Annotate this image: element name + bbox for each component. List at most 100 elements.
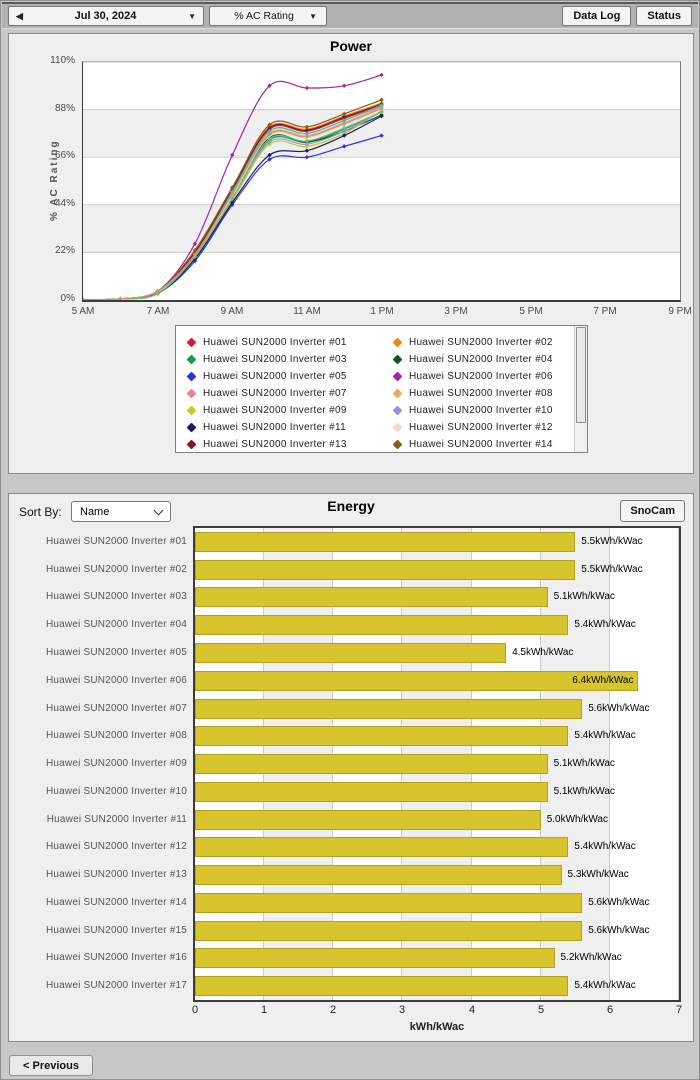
power-x-tick-label: 9 AM [220,306,244,317]
legend-item: Huawei SUN2000 Inverter #10 [392,402,553,419]
chevron-down-icon: ▼ [309,11,317,21]
energy-x-tick-label: 7 [675,1004,683,1016]
energy-bar [195,809,541,830]
data-point-marker [267,83,272,88]
power-legend[interactable]: Huawei SUN2000 Inverter #01 Huawei SUN200… [175,325,588,453]
power-x-tick-label: 7 AM [146,306,170,317]
legend-marker-icon [186,337,197,348]
data-point-marker [155,289,160,294]
legend-marker-icon [186,354,197,365]
energy-row-label: Huawei SUN2000 Inverter #15 [45,924,187,936]
chevron-down-icon: ▼ [188,11,196,21]
legend-marker-icon [186,439,197,450]
legend-label: Huawei SUN2000 Inverter #13 [203,439,347,450]
energy-panel: Sort By: Name Energy SnoCam 5.5kWh/kWac 5… [8,493,694,1042]
data-point-marker [230,185,235,190]
metric-label: % AC Rating [234,10,294,22]
energy-x-tick-label: 3 [398,1004,406,1016]
legend-marker-icon [392,371,403,382]
data-log-button[interactable]: Data Log [562,6,632,26]
data-point-marker [118,296,123,302]
data-point-marker [267,129,272,134]
energy-row-label: Huawei SUN2000 Inverter #17 [45,980,187,992]
previous-day-icon[interactable]: ◀ [16,10,23,21]
energy-row-label: Huawei SUN2000 Inverter #05 [45,646,187,658]
previous-button[interactable]: < Previous [9,1055,93,1076]
data-point-marker [230,200,235,205]
energy-row-label: Huawei SUN2000 Inverter #08 [45,730,187,742]
legend-item: Huawei SUN2000 Inverter #13 [186,436,347,453]
energy-row-label: Huawei SUN2000 Inverter #01 [45,535,187,547]
data-point-marker [267,157,272,162]
energy-bar-value: 5.4kWh/kWac [574,619,636,631]
legend-label: Huawei SUN2000 Inverter #11 [203,422,346,433]
power-chart-svg [80,61,680,303]
energy-row-label: Huawei SUN2000 Inverter #06 [45,674,187,686]
date-picker[interactable]: ◀ Jul 30, 2024 ▼ [8,6,204,26]
data-point-marker [341,83,347,88]
legend-item: Huawei SUN2000 Inverter #12 [392,419,553,436]
data-point-marker [304,142,310,147]
data-point-marker [304,131,310,136]
data-point-marker [341,125,347,131]
status-button[interactable]: Status [636,6,692,26]
power-y-axis-label: % AC Rating [49,139,60,221]
data-point-marker [341,114,347,120]
sort-by-label: Sort By: [19,505,62,519]
legend-scrollbar-thumb[interactable] [576,327,586,423]
data-point-marker [230,191,235,197]
legend-marker-icon [392,422,403,433]
energy-bar [195,615,569,636]
legend-item: Huawei SUN2000 Inverter #14 [392,436,553,453]
gridline [608,528,610,1000]
energy-bar [195,892,583,913]
legend-item: Huawei SUN2000 Inverter #05 [186,368,347,385]
energy-bar-value: 5.4kWh/kWac [574,841,636,853]
energy-bar-value: 5.6kWh/kWac [588,702,650,714]
legend-label: Huawei SUN2000 Inverter #07 [203,388,347,399]
data-point-marker [379,106,384,111]
data-point-marker [379,72,384,78]
data-point-marker [304,127,310,133]
energy-row-label: Huawei SUN2000 Inverter #12 [45,841,187,853]
power-y-tick-label: 44% [54,198,75,209]
data-point-marker [267,139,272,145]
data-point-marker [304,85,310,91]
legend-label: Huawei SUN2000 Inverter #08 [409,388,553,399]
legend-label: Huawei SUN2000 Inverter #03 [203,354,347,365]
energy-row-label: Huawei SUN2000 Inverter #03 [45,591,187,603]
legend-marker-icon [186,405,197,416]
energy-bar [195,559,576,580]
legend-scrollbar[interactable] [574,326,587,452]
data-point-marker [341,133,347,138]
power-y-tick-label: 0% [60,293,75,304]
energy-bar-value: 5.2kWh/kWac [560,952,622,964]
legend-marker-icon [186,371,197,382]
energy-x-tick-label: 4 [468,1004,476,1016]
sort-by-select[interactable]: Name [71,501,171,522]
energy-bar-value: 5.4kWh/kWac [574,980,636,992]
legend-marker-icon [392,354,403,365]
legend-label: Huawei SUN2000 Inverter #01 [203,337,347,348]
legend-item: Huawei SUN2000 Inverter #08 [392,385,553,402]
data-point-marker [304,155,310,160]
legend-label: Huawei SUN2000 Inverter #10 [409,405,553,416]
power-x-tick-label: 11 AM [293,306,321,317]
power-chart-title: Power [329,38,372,54]
power-y-tick-label: 66% [54,150,75,161]
energy-bar-value: 5.5kWh/kWac [581,563,643,575]
data-point-marker [379,133,384,138]
energy-bar-value: 5.1kWh/kWac [553,758,615,769]
data-point-marker [341,121,347,126]
metric-dropdown[interactable]: % AC Rating ▼ [209,6,327,26]
energy-bar [195,698,583,719]
energy-bar [195,837,569,858]
power-panel: Power % AC Rating 0% 22% 44% 66% 88% 110% 5 A… [8,33,694,474]
energy-bar [195,531,576,552]
legend-item: Huawei SUN2000 Inverter #02 [392,334,553,351]
energy-row-label: Huawei SUN2000 Inverter #16 [45,952,187,964]
snocam-button[interactable]: SnoCam [620,500,685,522]
data-point-marker [379,113,384,119]
data-point-marker [230,196,235,201]
data-point-marker [379,97,384,103]
